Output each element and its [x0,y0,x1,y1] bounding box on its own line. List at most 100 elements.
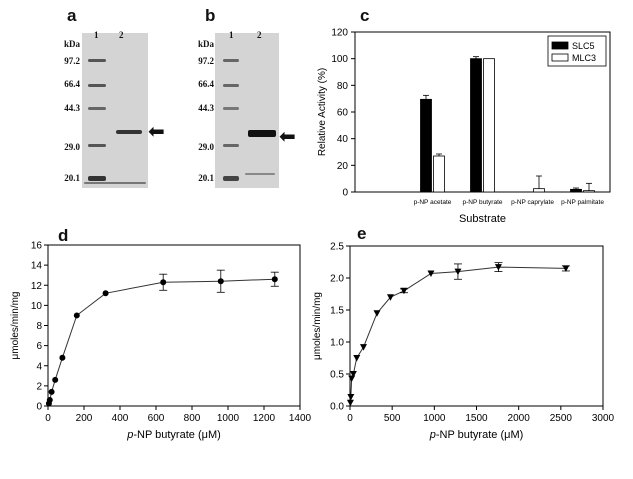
y-tick-label: 60 [337,108,349,119]
gel-b-marker-44: 44.3 [198,103,214,113]
gel-a-marker-29: 29.0 [64,142,80,152]
y-tick-label: 80 [337,81,349,92]
y-tick-label: 2 [36,381,42,392]
x-tick-label: p-NP acetate [414,199,452,206]
data-point [454,268,462,276]
bar-slc5 [420,98,432,193]
y-tick-label: 20 [337,161,349,172]
x-tick-label: p-NP palmitate [561,199,604,206]
series-line [349,266,566,403]
band-arrow-icon: ⬅ [148,119,165,143]
legend-label: MLC3 [572,53,596,63]
x-tick-label: 2500 [550,413,573,424]
bar-slc5 [570,188,582,193]
data-point [359,344,367,351]
x-tick-label: 1400 [289,413,312,424]
gel-b-lane-1: 1 [229,30,234,40]
x-axis-label: p-NP butyrate (μM) [126,429,221,441]
y-tick-label: 0 [342,188,348,199]
x-tick-label: 600 [148,413,165,424]
marker-band [223,107,239,110]
legend-label: SLC5 [572,41,595,51]
data-point [217,278,224,285]
data-point [494,264,502,271]
legend-swatch-mlc3 [551,53,569,62]
y-tick-label: 14 [31,261,43,272]
chart-c: 0 20 40 60 80 100 120 p-NP acetate p-NP butyrate… [317,28,611,225]
data-point [427,270,435,278]
gel-b-lane-2: 2 [257,30,262,40]
plot-frame [47,244,301,407]
band-arrow-icon: ⬅ [279,124,296,148]
marker-band [88,144,106,147]
panel-b-letter: b [205,6,216,25]
marker-band [223,176,239,181]
x-tick-label: 3000 [592,413,615,424]
x-tick-label: 200 [76,413,93,424]
gel-a-marker-66: 66.4 [64,79,80,89]
data-point [52,376,59,383]
gel-a-lane-2: 2 [119,30,124,40]
data-point [400,287,408,295]
y-tick-label: 12 [31,281,43,292]
x-tick-label: 0 [45,413,51,424]
marker-band [88,59,106,62]
data-point [271,276,278,283]
y-tick-label: 0 [36,402,42,413]
bar-mlc3 [533,188,545,193]
gel-a-marker-97: 97.2 [64,56,80,66]
y-tick-label: 120 [331,28,348,39]
bar-mlc3 [433,155,445,193]
data-point [73,312,80,319]
y-tick-label: 0.0 [330,402,344,413]
panel-a-letter: a [67,6,77,25]
x-tick-label: p-NP butyrate [463,199,503,206]
gel-a-marker-44: 44.3 [64,103,80,113]
x-tick-label: 500 [384,413,401,424]
y-tick-label: 1.0 [330,338,344,349]
legend-swatch-slc5 [551,41,569,50]
gel-b-kda-label: kDa [197,39,214,49]
data-point [347,394,355,401]
y-tick-label: 0.5 [330,370,344,381]
x-tick-label: 400 [112,413,129,424]
gel-a-marker-20: 20.1 [64,173,80,183]
data-point [349,371,357,378]
x-tick-label: p-NP caprylate [511,199,554,206]
data-point [353,355,361,362]
data-point [46,396,53,403]
y-tick-label: 2.0 [330,274,344,285]
x-tick-label: 2000 [508,413,531,424]
gel-b: 1 2 [215,30,279,188]
data-point [562,265,570,272]
y-axis-label: μmoles/min/mg [10,292,21,360]
panel-e-letter: e [357,224,367,243]
x-tick-label: 0 [347,413,353,424]
data-point [386,294,394,301]
x-tick-label: 800 [184,413,201,424]
y-axis-label: Relative Activity (%) [317,68,328,156]
dye-front [84,182,146,184]
protein-band [248,130,276,137]
bar-slc5 [470,58,482,193]
y-tick-label: 6 [36,341,42,352]
marker-band [88,84,106,87]
marker-band [88,107,106,110]
y-axis-label: μmoles/min/mg [312,292,323,360]
data-point [102,290,109,297]
y-tick-label: 2.5 [330,242,344,253]
bar-mlc3 [583,190,595,193]
marker-band [223,84,239,87]
x-axis-label: p-NP butyrate (μM) [429,429,524,441]
data-point [59,354,66,361]
y-tick-label: 10 [31,301,43,312]
x-tick-label: 1500 [465,413,488,424]
y-tick-label: 16 [31,241,43,252]
gel-b-marker-97: 97.2 [198,56,214,66]
panel-d-letter: d [58,226,69,245]
chart-d: 0 2 4 6 8 10 12 14 16 0 200 400 600 800 1000 1200 1400 p-… [10,241,312,442]
x-tick-label: 1000 [423,413,446,424]
gel-b-marker-20: 20.1 [198,173,214,183]
data-point [348,375,356,382]
data-point [373,310,381,317]
